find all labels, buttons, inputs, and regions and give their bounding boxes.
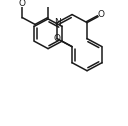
Text: O: O [54,34,61,43]
Text: N: N [54,18,61,27]
Text: O: O [98,10,105,20]
Text: O: O [19,0,26,8]
